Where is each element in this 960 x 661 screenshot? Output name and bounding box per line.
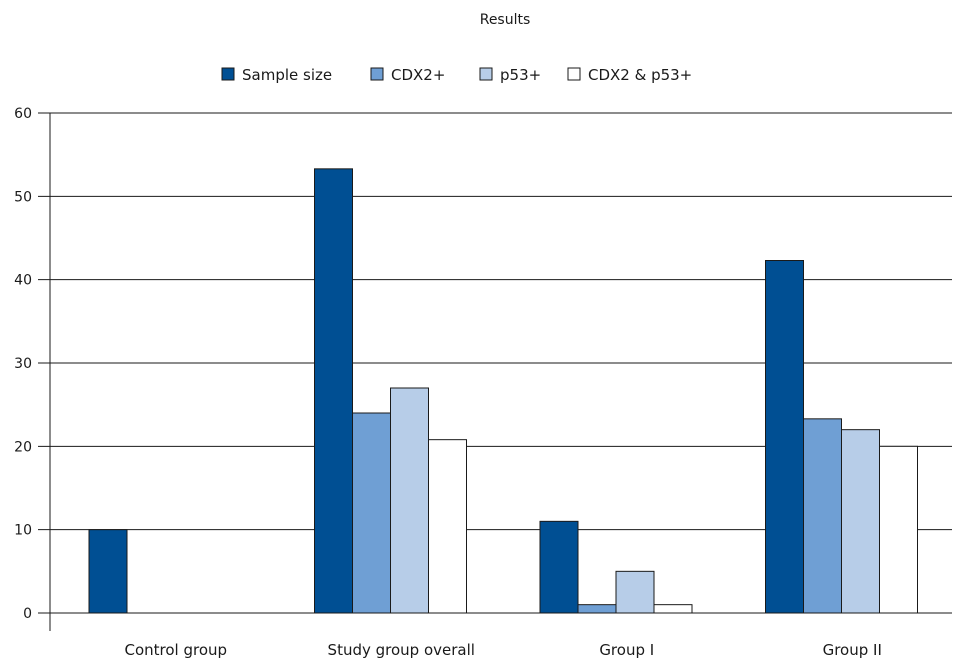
x-category-label: Group I	[599, 641, 654, 659]
bar-p53--3	[841, 429, 880, 614]
bar-cdx2-p53--1	[428, 439, 467, 614]
y-tick-label: 60	[14, 106, 32, 122]
legend-swatch	[221, 67, 235, 81]
x-category-label: Control group	[124, 641, 227, 659]
legend-item: CDX2 & p53+	[567, 66, 692, 84]
y-tick-label: 30	[14, 356, 32, 372]
y-tick-label: 20	[14, 439, 32, 455]
x-category-label: Study group overall	[328, 641, 475, 659]
legend-item: p53+	[479, 66, 541, 84]
legend-label: p53+	[500, 66, 541, 84]
legend-swatch	[567, 67, 581, 81]
legend-label: CDX2+	[391, 66, 445, 84]
bar-p53--2	[615, 570, 655, 614]
bar-sample-size-1	[314, 168, 353, 614]
y-tick-label: 0	[23, 606, 32, 622]
legend-label: CDX2 & p53+	[588, 66, 692, 84]
y-tick-label: 10	[14, 523, 32, 539]
bar-cdx2--1	[352, 412, 391, 614]
bar-cdx2-p53--2	[653, 604, 693, 614]
y-axis-ticks: 0 10 20 30 40 50 60	[14, 106, 32, 622]
legend-swatch	[479, 67, 493, 81]
bars	[88, 168, 918, 614]
bar-cdx2-p53--3	[879, 445, 918, 614]
y-tick-label: 40	[14, 273, 32, 289]
y-tick-label: 50	[14, 189, 32, 205]
bar-cdx2--3	[803, 418, 842, 614]
x-category-label: Group II	[823, 641, 882, 659]
legend-label: Sample size	[242, 66, 332, 84]
gridlines	[38, 112, 952, 614]
bar-cdx2--2	[577, 604, 617, 614]
chart-title: Results	[480, 12, 531, 28]
bar-sample-size-3	[765, 260, 804, 614]
bar-p53--1	[390, 387, 429, 614]
x-axis-labels: Control group Study group overall Group I G…	[124, 641, 881, 659]
legend-item: Sample size	[221, 66, 332, 84]
legend-item: CDX2+	[370, 66, 445, 84]
legend-swatch	[370, 67, 384, 81]
legend: Sample size CDX2+ p53+ CDX2 & p53+	[221, 66, 692, 84]
bar-sample-size-0	[88, 529, 128, 614]
bar-sample-size-2	[539, 520, 579, 614]
